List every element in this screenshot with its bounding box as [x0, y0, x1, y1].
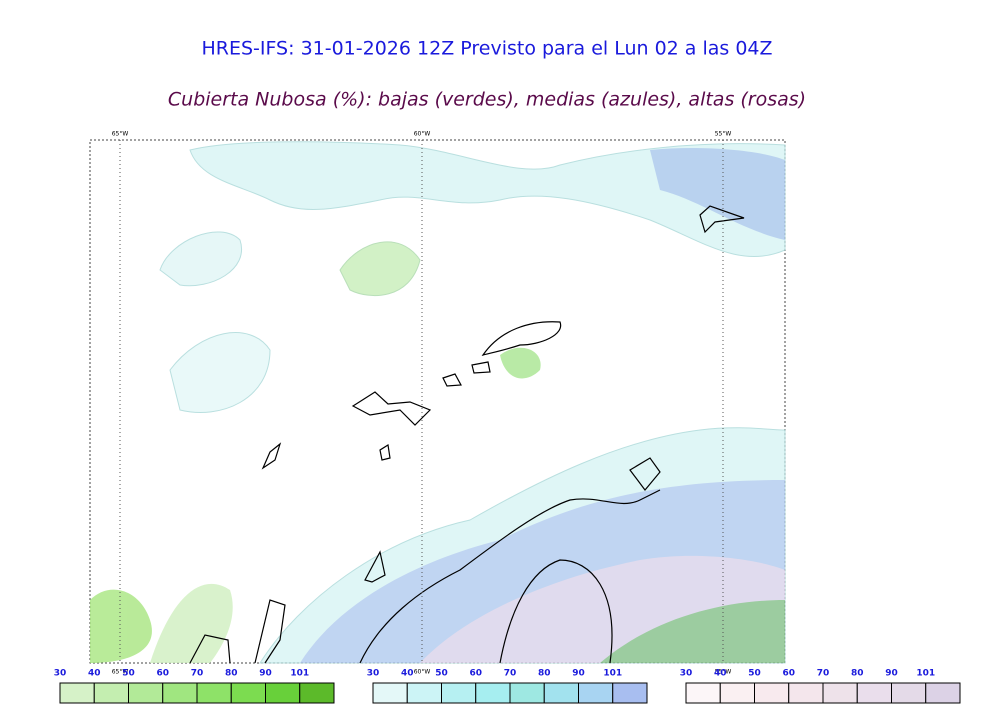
- colorbar-tick: 60: [782, 669, 795, 679]
- colorbar-tick: 30: [367, 669, 380, 679]
- colorbar-tick: 50: [748, 669, 761, 679]
- coastlines: [189, 205, 745, 664]
- colorbar-box: [406, 682, 442, 704]
- clouds: [90, 141, 786, 664]
- colorbar-box: [299, 682, 335, 704]
- colorbar-box: [925, 682, 961, 704]
- longitude-label: 60°W: [414, 669, 431, 676]
- colorbar-tick: 70: [817, 669, 830, 679]
- colorbar-box: [441, 682, 477, 704]
- longitude-label: 65°W: [112, 669, 129, 676]
- colorbar-box: [93, 682, 129, 704]
- colorbar-tick: 40: [714, 669, 727, 679]
- colorbar-tick: 80: [851, 669, 864, 679]
- colorbar-tick: 80: [538, 669, 551, 679]
- longitude-label: 60°W: [414, 131, 431, 138]
- colorbar-tick: 101: [290, 669, 309, 679]
- colorbar-tick: 50: [122, 669, 135, 679]
- colorbar-tick: 30: [680, 669, 693, 679]
- colorbar-box: [578, 682, 614, 704]
- colorbar-tick: 30: [54, 669, 67, 679]
- colorbar-tick: 60: [156, 669, 169, 679]
- colorbar-box: [612, 682, 648, 704]
- longitude-label: 55°W: [715, 669, 732, 676]
- colorbar-box: [59, 682, 95, 704]
- colorbar-box: [265, 682, 301, 704]
- colorbar-tick: 60: [469, 669, 482, 679]
- longitude-label: 55°W: [715, 131, 732, 138]
- colorbar-tick: 90: [572, 669, 585, 679]
- subtitle: Cubierta Nubosa (%): bajas (verdes), med…: [168, 89, 806, 111]
- colorbar-box: [509, 682, 545, 704]
- colorbar-tick: 70: [191, 669, 204, 679]
- map: 65°W 60°W 55°W 65°W 60°W 55°W: [89, 131, 786, 676]
- colorbar-box: [128, 682, 164, 704]
- colorbar-box: [719, 682, 755, 704]
- colorbar-tick: 101: [916, 669, 935, 679]
- colorbar-box: [685, 682, 721, 704]
- colorbar-tick: 101: [603, 669, 622, 679]
- colorbar-box: [754, 682, 790, 704]
- colorbar-box: [543, 682, 579, 704]
- colorbar-box: [162, 682, 198, 704]
- colorbar-tick: 80: [225, 669, 238, 679]
- longitude-label: 65°W: [112, 131, 129, 138]
- colorbar-box: [196, 682, 232, 704]
- colorbar-box: [856, 682, 892, 704]
- colorbar-tick: 90: [885, 669, 898, 679]
- colorbar-tick: 90: [259, 669, 272, 679]
- colorbars: 30 40 50 60 70 80 90 101 30 40 50 60 70 80 90 101 30 40 50…: [54, 669, 961, 704]
- colorbar-box: [822, 682, 858, 704]
- colorbar-box: [891, 682, 927, 704]
- title: HRES-IFS: 31-01-2026 12Z Previsto para e…: [201, 38, 772, 60]
- colorbar-box: [475, 682, 511, 704]
- colorbar-box: [230, 682, 266, 704]
- colorbar-box: [788, 682, 824, 704]
- colorbar-tick: 40: [401, 669, 414, 679]
- colorbar-tick: 50: [435, 669, 448, 679]
- colorbar-box: [372, 682, 408, 704]
- colorbar-tick: 70: [504, 669, 517, 679]
- colorbar-tick: 40: [88, 669, 101, 679]
